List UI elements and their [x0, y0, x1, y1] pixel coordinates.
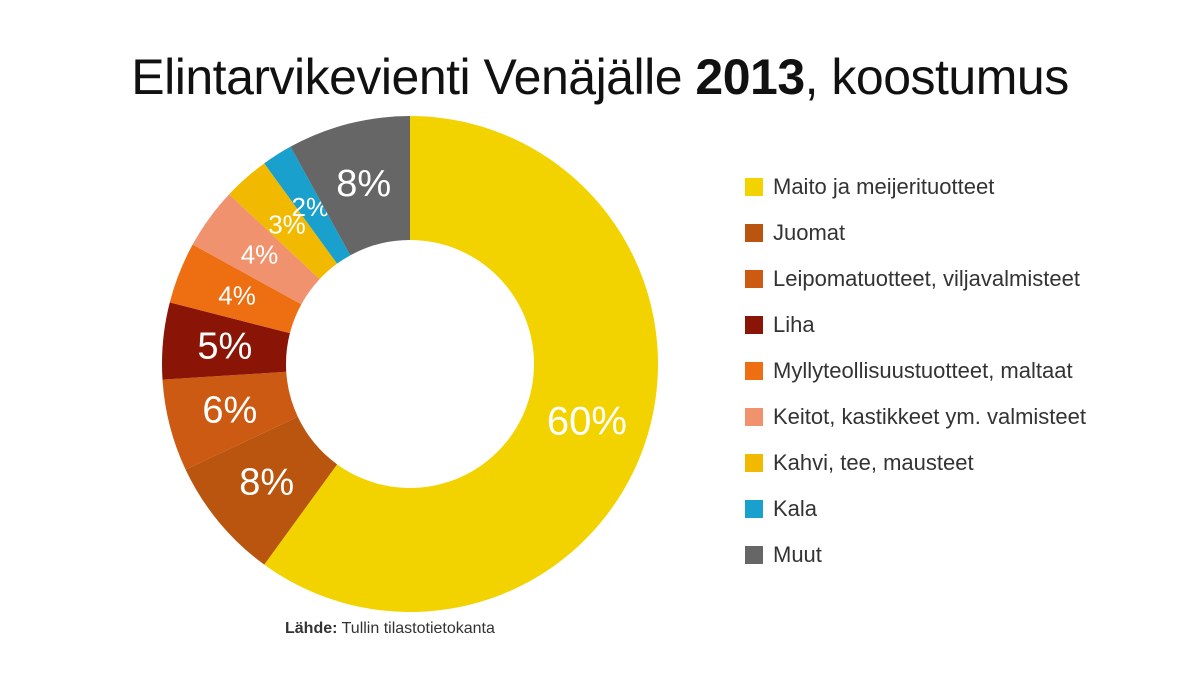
- legend-label: Kahvi, tee, mausteet: [773, 450, 974, 475]
- legend-label: Juomat: [773, 220, 846, 245]
- legend-label: Leipomatuotteet, viljavalmisteet: [773, 266, 1080, 291]
- legend-label: Muut: [773, 542, 822, 567]
- title-prefix: Elintarvikevienti Venäjälle: [131, 49, 696, 105]
- legend-swatch: [745, 224, 763, 242]
- legend: Maito ja meijerituotteet Juomat Leipomatuo…: [745, 164, 1086, 578]
- legend-swatch: [745, 362, 763, 380]
- slice-data-label: 5%: [197, 325, 252, 367]
- chart-title: Elintarvikevienti Venäjälle 2013, koostu…: [0, 48, 1200, 106]
- legend-item: Leipomatuotteet, viljavalmisteet: [745, 256, 1086, 302]
- legend-item: Kala: [745, 486, 1086, 532]
- donut-slice: [229, 163, 338, 280]
- donut-slice: [169, 244, 302, 334]
- legend-item: Maito ja meijerituotteet: [745, 164, 1086, 210]
- donut-slice: [185, 416, 338, 565]
- legend-item: Liha: [745, 302, 1086, 348]
- source-note: Lähde: Tullin tilastotietokanta: [285, 620, 495, 638]
- legend-item: Kahvi, tee, mausteet: [745, 440, 1086, 486]
- title-suffix: , koostumus: [804, 49, 1070, 105]
- legend-item: Juomat: [745, 210, 1086, 256]
- legend-swatch: [745, 408, 763, 426]
- legend-item: Myllyteollisuustuotteet, maltaat: [745, 348, 1086, 394]
- legend-label: Kala: [773, 496, 818, 521]
- legend-label: Keitot, kastikkeet ym. valmisteet: [773, 404, 1086, 429]
- donut-slice: [162, 371, 298, 470]
- legend-swatch: [745, 270, 763, 288]
- legend-swatch: [745, 500, 763, 518]
- slice-data-label: 60%: [547, 399, 627, 443]
- legend-label: Liha: [773, 312, 815, 337]
- legend-swatch: [745, 546, 763, 564]
- legend-item: Muut: [745, 532, 1086, 578]
- slice-data-label: 4%: [241, 240, 279, 270]
- slice-data-label: 3%: [268, 209, 306, 239]
- slice-data-label: 8%: [336, 163, 391, 205]
- slice-data-label: 8%: [239, 462, 294, 504]
- source-text: Tullin tilastotietokanta: [341, 620, 495, 637]
- legend-label: Myllyteollisuustuotteet, maltaat: [773, 358, 1073, 383]
- legend-item: Keitot, kastikkeet ym. valmisteet: [745, 394, 1086, 440]
- legend-swatch: [745, 316, 763, 334]
- source-label: Lähde:: [285, 620, 338, 637]
- donut-slice: [290, 116, 410, 256]
- donut-slice: [264, 116, 659, 612]
- title-year: 2013: [695, 49, 805, 105]
- legend-label: Maito ja meijerituotteet: [773, 174, 995, 199]
- legend-swatch: [745, 454, 763, 472]
- donut-slice: [192, 194, 320, 305]
- donut-slice: [264, 146, 351, 264]
- donut-slice: [161, 302, 290, 380]
- legend-swatch: [745, 178, 763, 196]
- slice-data-label: 6%: [202, 389, 257, 431]
- slice-data-label: 4%: [218, 281, 256, 311]
